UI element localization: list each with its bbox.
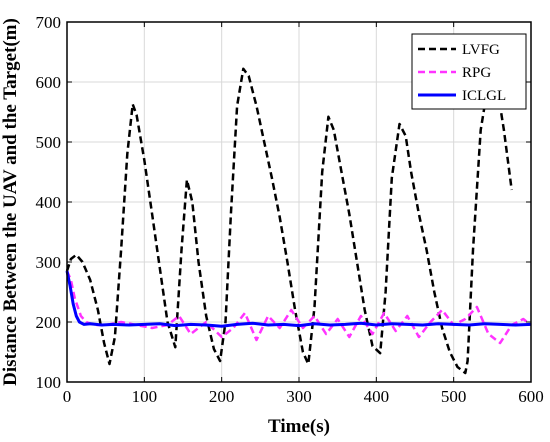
legend-label-rpg: RPG <box>462 65 491 81</box>
legend-label-lvfg: LVFG <box>462 42 500 58</box>
y-tick-label: 100 <box>36 373 62 392</box>
y-tick-label: 700 <box>36 13 62 32</box>
y-tick-label: 400 <box>36 193 62 212</box>
y-tick-label: 500 <box>36 133 62 152</box>
x-tick-label: 600 <box>518 387 544 406</box>
x-tick-label: 0 <box>63 387 72 406</box>
y-tick-label: 600 <box>36 73 62 92</box>
legend-label-iclgl: ICLGL <box>462 88 506 104</box>
y-tick-label: 300 <box>36 253 62 272</box>
series-line-iclgl <box>65 270 532 328</box>
series-layer <box>65 67 532 375</box>
x-tick-label: 400 <box>364 387 390 406</box>
series-line-lvfg <box>65 67 513 375</box>
x-tick-label: 500 <box>441 387 467 406</box>
x-axis-title: Time(s) <box>268 416 330 437</box>
y-axis-title: Distance Between the UAV and the Target(… <box>0 18 21 386</box>
legend: LVFG RPG ICLGL <box>411 33 527 110</box>
y-tick-label: 200 <box>36 313 62 332</box>
x-tick-label: 100 <box>132 387 158 406</box>
x-tick-label: 200 <box>209 387 235 406</box>
x-tick-label: 300 <box>286 387 312 406</box>
